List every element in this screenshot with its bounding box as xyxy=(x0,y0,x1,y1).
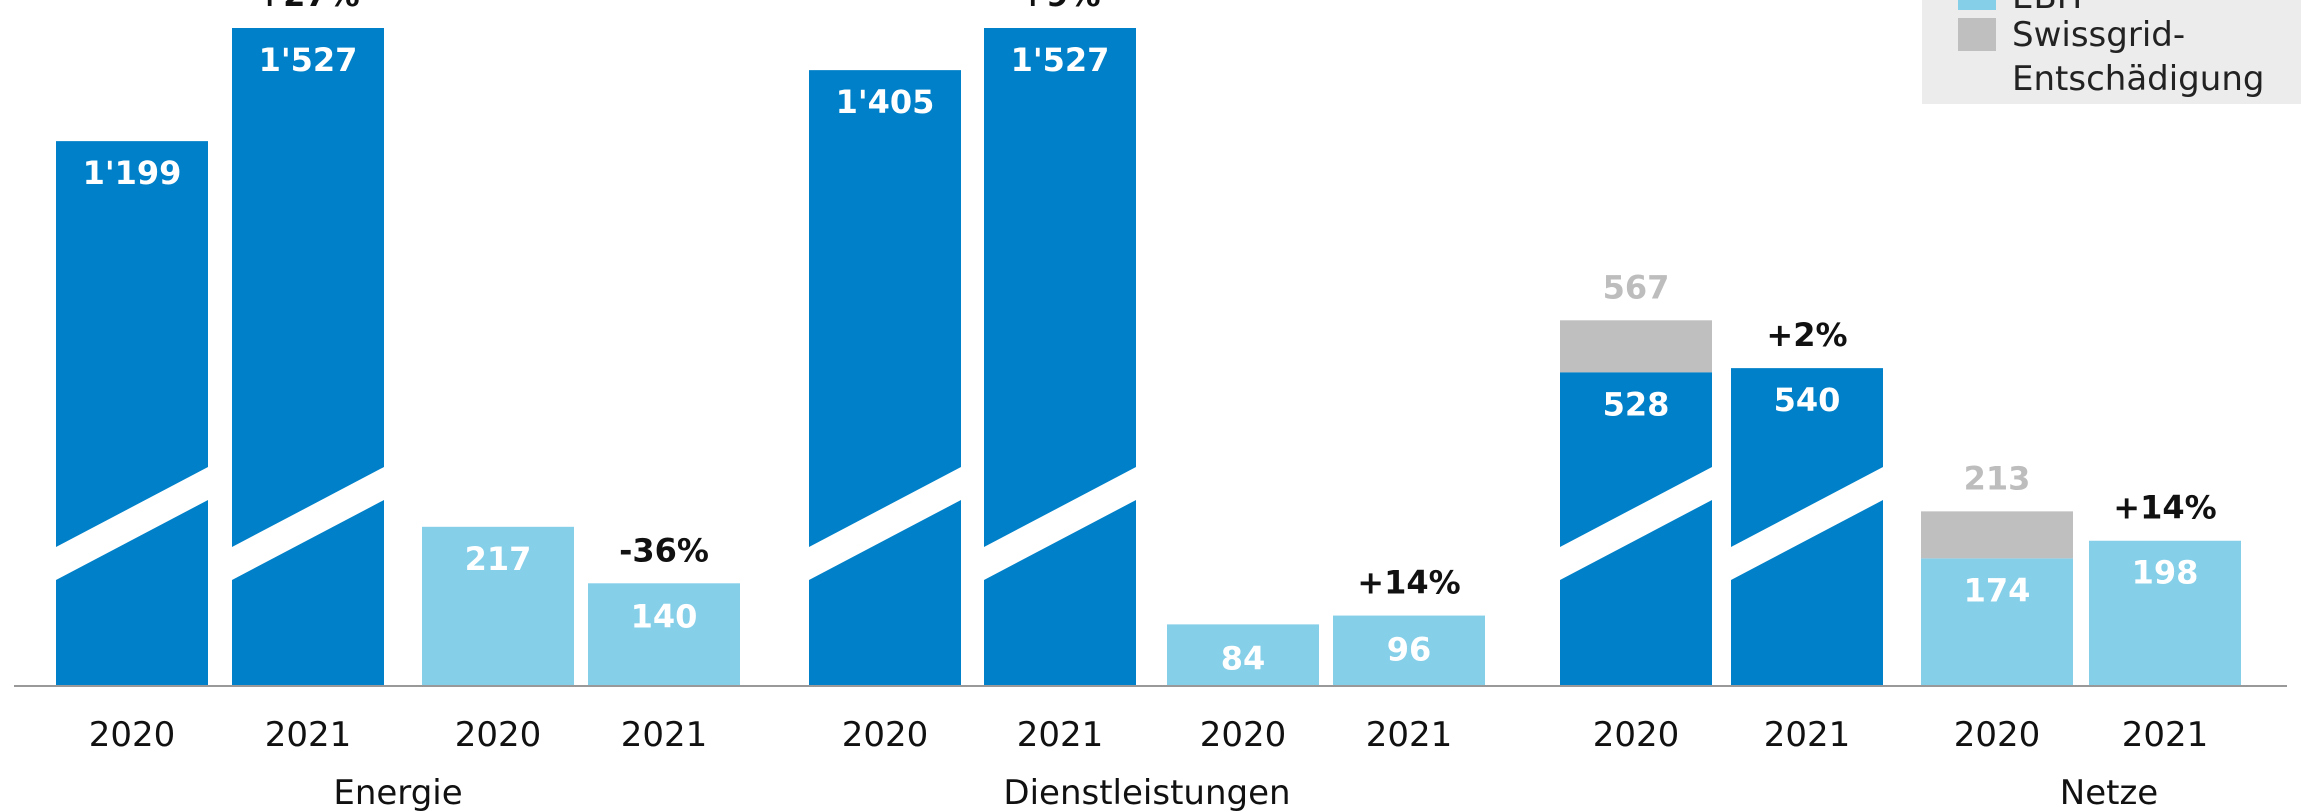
bar-change-label: -36% xyxy=(619,531,709,569)
bar-swissgrid-segment xyxy=(1560,320,1712,373)
bar xyxy=(1333,615,1485,686)
legend-label-ebit: EBIT xyxy=(2012,0,2088,17)
bar-upper-segment xyxy=(809,70,961,547)
bars-layer xyxy=(56,28,2241,686)
bar-value-label: 217 xyxy=(465,540,532,578)
bar-lower-segment xyxy=(232,500,384,686)
year-tick-label: 2020 xyxy=(1954,715,2041,755)
year-tick-label: 2020 xyxy=(1593,715,1680,755)
bar-value-label: 1'527 xyxy=(1011,41,1110,79)
bar-value-label: 84 xyxy=(1221,639,1266,677)
legend-background xyxy=(1922,0,2301,104)
year-tick-label: 2021 xyxy=(1017,715,1104,755)
bar-total-label: 213 xyxy=(1964,459,2031,497)
bar-swissgrid-segment xyxy=(1921,511,2073,559)
bar-lower-segment xyxy=(1560,500,1712,686)
bar-value-label: 1'405 xyxy=(836,83,935,121)
bar-value-label: 1'199 xyxy=(83,154,182,192)
legend: EBIT Swissgrid- Entschädigung xyxy=(1922,0,2301,104)
bar-lower-segment xyxy=(809,500,961,686)
year-tick-label: 2020 xyxy=(1200,715,1287,755)
bar-upper-segment xyxy=(1731,368,1883,547)
legend-label-swissgrid-line1: Swissgrid- xyxy=(2012,15,2185,55)
bar-upper-segment xyxy=(232,28,384,548)
bar-lower-segment xyxy=(984,500,1136,686)
bar xyxy=(2089,540,2241,686)
legend-label-swissgrid-line2: Entschädigung xyxy=(2012,59,2264,99)
bar-change-label: +9% xyxy=(1019,0,1100,14)
bar xyxy=(422,526,574,686)
bar-value-label: 1'527 xyxy=(259,41,358,79)
bar-value-label: 96 xyxy=(1387,631,1432,669)
bar-value-label: 528 xyxy=(1603,385,1670,423)
legend-swatch-ebit xyxy=(1958,0,1996,10)
bar-value-label: 174 xyxy=(1964,571,2031,609)
bar-value-label: 140 xyxy=(631,597,698,635)
year-tick-label: 2021 xyxy=(1764,715,1851,755)
group-label: Netze xyxy=(2060,773,2158,812)
bar-change-label: +14% xyxy=(2113,489,2216,527)
bar-change-label: +2% xyxy=(1766,316,1847,354)
bar-value-label: 540 xyxy=(1774,381,1841,419)
bar-change-label: +27% xyxy=(256,0,359,14)
year-tick-label: 2020 xyxy=(89,715,176,755)
year-tick-label: 2021 xyxy=(621,715,708,755)
year-tick-label: 2021 xyxy=(2122,715,2209,755)
bar-value-label: 198 xyxy=(2132,554,2199,592)
bar xyxy=(588,583,740,686)
year-tick-label: 2021 xyxy=(265,715,352,755)
bar-lower-segment xyxy=(1731,500,1883,686)
bar-upper-segment xyxy=(1560,372,1712,547)
group-label: Energie xyxy=(333,773,462,812)
bar-upper-segment xyxy=(56,141,208,548)
bar xyxy=(1167,624,1319,686)
year-tick-label: 2021 xyxy=(1366,715,1453,755)
legend-swatch-swissgrid xyxy=(1958,18,1996,51)
year-tick-label: 2020 xyxy=(455,715,542,755)
bar-upper-segment xyxy=(984,28,1136,548)
bar-total-label: 567 xyxy=(1603,268,1670,306)
bar-lower-segment xyxy=(56,500,208,686)
labels-layer: 1'199 2020 1'527 +27% 2021 217 2020 140 -36% 2021… xyxy=(83,0,2217,812)
year-tick-label: 2020 xyxy=(842,715,929,755)
group-label: Dienstleistungen xyxy=(1003,773,1290,812)
bar xyxy=(1921,558,2073,686)
bar-change-label: +14% xyxy=(1357,564,1460,602)
